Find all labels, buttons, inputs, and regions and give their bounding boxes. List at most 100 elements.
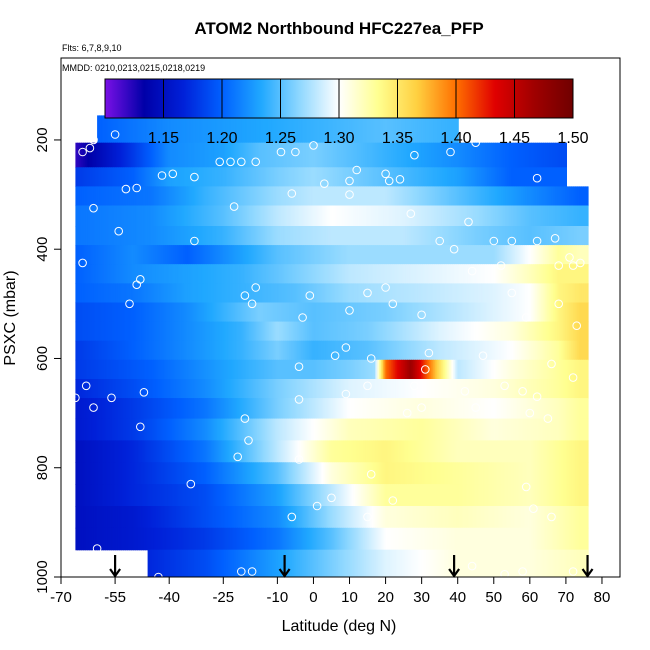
heatmap-cell xyxy=(83,418,86,442)
heatmap-cell xyxy=(397,359,400,380)
heatmap-cell xyxy=(527,398,530,420)
heatmap-cell xyxy=(255,321,258,342)
heatmap-cell xyxy=(215,359,218,380)
heatmap-cell xyxy=(181,506,184,529)
heatmap-cell xyxy=(481,245,484,265)
heatmap-cell xyxy=(119,186,122,207)
heatmap-cell xyxy=(101,321,104,342)
heatmap-cell xyxy=(479,283,482,304)
heatmap-cell xyxy=(497,379,500,399)
heatmap-cell xyxy=(185,462,188,485)
heatmap-cell xyxy=(501,302,504,323)
heatmap-cell xyxy=(167,418,170,442)
heatmap-cell xyxy=(433,142,436,168)
heatmap-cell xyxy=(337,379,340,399)
heatmap-cell xyxy=(545,398,548,420)
heatmap-cell xyxy=(515,302,518,323)
heatmap-cell xyxy=(201,340,204,361)
heatmap-cell xyxy=(447,205,450,227)
heatmap-cell xyxy=(259,340,262,361)
heatmap-cell xyxy=(325,379,328,399)
heatmap-cell xyxy=(179,418,182,442)
heatmap-cell xyxy=(85,142,88,168)
heatmap-cell xyxy=(311,167,314,187)
heatmap-cell xyxy=(259,418,262,442)
heatmap-cell xyxy=(203,226,206,246)
heatmap-cell xyxy=(163,462,166,485)
heatmap-cell xyxy=(337,186,340,207)
heatmap-cell xyxy=(293,484,296,507)
heatmap-cell xyxy=(243,440,246,463)
heatmap-cell xyxy=(227,167,230,187)
heatmap-cell xyxy=(229,418,232,442)
heatmap-cell xyxy=(553,205,556,227)
heatmap-cell xyxy=(557,321,560,342)
heatmap-cell xyxy=(215,302,218,323)
heatmap-cell xyxy=(219,167,222,187)
heatmap-cell xyxy=(293,115,296,144)
heatmap-cell xyxy=(549,398,552,420)
heatmap-cell xyxy=(443,226,446,246)
heatmap-cell xyxy=(249,226,252,246)
heatmap-cell xyxy=(165,226,168,246)
heatmap-cell xyxy=(545,340,548,361)
heatmap-cell xyxy=(465,506,468,529)
heatmap-cell xyxy=(401,302,404,323)
heatmap-cell xyxy=(187,186,190,207)
heatmap-cell xyxy=(263,226,266,246)
heatmap-cell xyxy=(397,264,400,284)
heatmap-cell xyxy=(321,359,324,380)
heatmap-cell xyxy=(279,245,282,265)
heatmap-cell xyxy=(185,321,188,342)
heatmap-cell xyxy=(509,186,512,207)
heatmap-cell xyxy=(99,340,102,361)
heatmap-cell xyxy=(551,167,554,187)
heatmap-cell xyxy=(113,440,116,463)
heatmap-cell xyxy=(451,283,454,304)
heatmap-cell xyxy=(241,264,244,284)
heatmap-cell xyxy=(477,302,480,323)
heatmap-cell xyxy=(321,226,324,246)
heatmap-cell xyxy=(335,484,338,507)
heatmap-cell xyxy=(581,283,584,304)
heatmap-cell xyxy=(323,340,326,361)
heatmap-cell xyxy=(439,484,442,507)
heatmap-cell xyxy=(405,506,408,529)
heatmap-cell xyxy=(165,379,168,399)
heatmap-cell xyxy=(587,398,589,420)
heatmap-cell xyxy=(511,264,514,284)
heatmap-cell xyxy=(195,379,198,399)
heatmap-cell xyxy=(557,302,560,323)
heatmap-cell xyxy=(339,264,342,284)
heatmap-cell xyxy=(467,142,470,168)
heatmap-cell xyxy=(363,283,366,304)
heatmap-cell xyxy=(269,115,272,144)
heatmap-cell xyxy=(383,283,386,304)
heatmap-cell xyxy=(319,142,322,168)
heatmap-cell xyxy=(565,359,568,380)
heatmap-cell xyxy=(325,462,328,485)
heatmap-cell xyxy=(281,245,284,265)
heatmap-cell xyxy=(493,302,496,323)
heatmap-cell xyxy=(239,462,242,485)
heatmap-cell xyxy=(379,321,382,342)
heatmap-cell xyxy=(281,264,284,284)
heatmap-cell xyxy=(153,142,156,168)
heatmap-cell xyxy=(317,418,320,442)
heatmap-cell xyxy=(581,379,584,399)
heatmap-cell xyxy=(347,142,350,168)
heatmap-cell xyxy=(445,205,448,227)
heatmap-cell xyxy=(583,398,586,420)
heatmap-cell xyxy=(145,142,148,168)
heatmap-cell xyxy=(487,302,490,323)
heatmap-cell xyxy=(459,462,462,485)
heatmap-cell xyxy=(183,321,186,342)
heatmap-cell xyxy=(411,484,414,507)
heatmap-cell xyxy=(481,142,484,168)
heatmap-cell xyxy=(141,245,144,265)
heatmap-cell xyxy=(117,205,120,227)
heatmap-cell xyxy=(109,462,112,485)
heatmap-cell xyxy=(511,245,514,265)
heatmap-cell xyxy=(563,359,566,380)
heatmap-cell xyxy=(345,506,348,529)
